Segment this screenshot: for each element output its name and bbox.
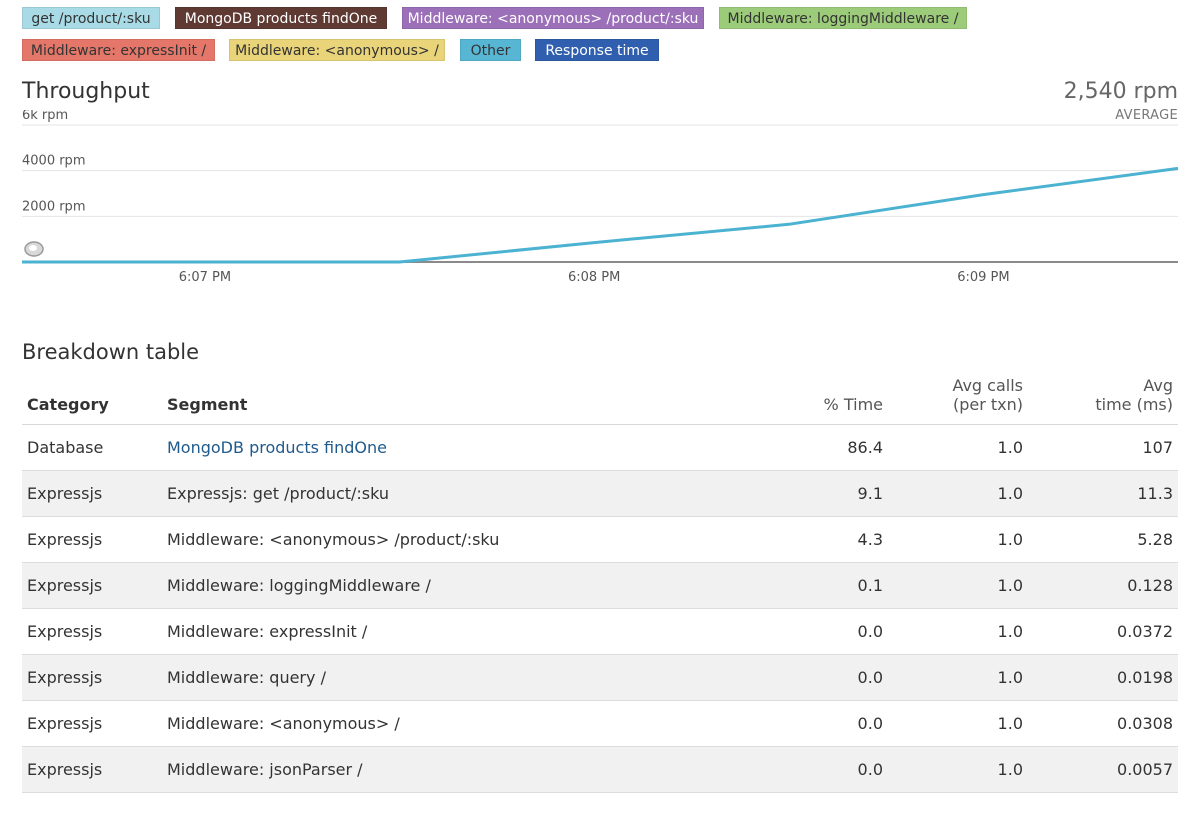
- cell-avg-time: 0.0372: [1028, 608, 1178, 655]
- table-row: Expressjs Middleware: <anonymous> / 0.0 …: [22, 700, 1178, 747]
- cell-avg-time: 0.0198: [1028, 654, 1178, 701]
- cell-avg-time: 11.3: [1028, 470, 1178, 517]
- legend-other[interactable]: Other: [460, 39, 521, 61]
- legend-mongodb-findone[interactable]: MongoDB products findOne: [175, 7, 387, 29]
- x-tick-label: 6:08 PM: [568, 270, 620, 285]
- cell-segment: Middleware: <anonymous> /product/:sku: [162, 516, 748, 563]
- cell-category: Expressjs: [22, 700, 162, 747]
- cell-pct-time: 0.0: [748, 654, 888, 701]
- legend-response-time[interactable]: Response time: [535, 39, 659, 61]
- cell-avg-calls: 1.0: [888, 746, 1028, 793]
- header-label-line1: Avg: [1143, 375, 1173, 395]
- cell-segment: Expressjs: get /product/:sku: [162, 470, 748, 517]
- cell-pct-time: 0.1: [748, 562, 888, 609]
- average-label: AVERAGE: [1115, 108, 1178, 123]
- header-label-line1: Avg calls: [952, 375, 1023, 395]
- y-tick-label: 6k rpm: [22, 110, 68, 123]
- cell-avg-time: 0.128: [1028, 562, 1178, 609]
- legend-label: Middleware: <anonymous> /product/:sku: [407, 11, 699, 27]
- cell-pct-time: 0.0: [748, 746, 888, 793]
- cell-avg-calls: 1.0: [888, 516, 1028, 563]
- table-row: Expressjs Middleware: jsonParser / 0.0 1…: [22, 746, 1178, 793]
- legend-label: Middleware: loggingMiddleware /: [727, 11, 959, 27]
- legend-middleware-anonymous[interactable]: Middleware: <anonymous> /: [229, 39, 445, 61]
- cell-avg-calls: 1.0: [888, 700, 1028, 747]
- legend-middleware-anonymous-product[interactable]: Middleware: <anonymous> /product/:sku: [402, 7, 704, 29]
- legend-get-product-sku[interactable]: get /product/:sku: [22, 7, 160, 29]
- cell-avg-time: 0.0057: [1028, 746, 1178, 793]
- legend-label: Response time: [545, 43, 649, 59]
- table-header-row: Category Segment % Time Avg calls (per tx…: [22, 370, 1178, 425]
- breakdown-table: Category Segment % Time Avg calls (per tx…: [22, 370, 1178, 793]
- table-row: Expressjs Middleware: loggingMiddleware …: [22, 562, 1178, 609]
- column-header-segment[interactable]: Segment: [162, 370, 748, 425]
- cell-avg-calls: 1.0: [888, 608, 1028, 655]
- legend-label: Middleware: expressInit /: [30, 43, 207, 59]
- legend-middleware-logging[interactable]: Middleware: loggingMiddleware /: [719, 7, 967, 29]
- table-row: Expressjs Expressjs: get /product/:sku 9…: [22, 470, 1178, 517]
- series-line: [22, 166, 1179, 264]
- breakdown-title: Breakdown table: [22, 340, 200, 364]
- cell-pct-time: 9.1: [748, 470, 888, 517]
- cell-category: Expressjs: [22, 654, 162, 701]
- cell-pct-time: 86.4: [748, 424, 888, 471]
- segment-link[interactable]: MongoDB products findOne: [167, 437, 387, 457]
- column-header-pct-time[interactable]: % Time: [748, 370, 888, 425]
- spinner-icon-highlight: [29, 245, 37, 251]
- header-label-line2: time (ms): [1095, 394, 1173, 414]
- cell-avg-time: 0.0308: [1028, 700, 1178, 747]
- column-header-avg-time[interactable]: Avg time (ms): [1028, 370, 1178, 425]
- legend-label: Middleware: <anonymous> /: [235, 43, 439, 59]
- cell-segment: MongoDB products findOne: [162, 424, 748, 471]
- cell-avg-calls: 1.0: [888, 424, 1028, 471]
- x-tick-label: 6:07 PM: [179, 270, 231, 285]
- header-label: % Time: [823, 394, 883, 414]
- cell-category: Expressjs: [22, 562, 162, 609]
- cell-segment: Middleware: <anonymous> /: [162, 700, 748, 747]
- cell-avg-time: 107: [1028, 424, 1178, 471]
- header-label-line2: (per txn): [952, 394, 1023, 414]
- chart-title: Throughput: [22, 79, 150, 104]
- column-header-avg-calls[interactable]: Avg calls (per txn): [888, 370, 1028, 425]
- average-value: 2,540 rpm: [1063, 79, 1178, 104]
- header-label: Segment: [167, 394, 248, 414]
- y-tick-label: 2000 rpm: [22, 199, 85, 214]
- cell-category: Expressjs: [22, 746, 162, 793]
- cell-avg-calls: 1.0: [888, 470, 1028, 517]
- legend-label: Other: [470, 43, 511, 59]
- cell-category: Expressjs: [22, 516, 162, 563]
- cell-segment: Middleware: loggingMiddleware /: [162, 562, 748, 609]
- header-label: Category: [27, 394, 109, 414]
- cell-avg-calls: 1.0: [888, 562, 1028, 609]
- column-header-category[interactable]: Category: [22, 370, 162, 425]
- cell-segment: Middleware: jsonParser /: [162, 746, 748, 793]
- table-row: Expressjs Middleware: query / 0.0 1.0 0.…: [22, 654, 1178, 701]
- cell-category: Database: [22, 424, 162, 471]
- throughput-chart[interactable]: 6k rpm 4000 rpm 2000 rpm 6:07 PM 6:08 PM 6:09…: [0, 110, 1200, 290]
- cell-segment: Middleware: query /: [162, 654, 748, 701]
- legend-middleware-expressinit[interactable]: Middleware: expressInit /: [22, 39, 215, 61]
- cell-category: Expressjs: [22, 470, 162, 517]
- legend-label: get /product/:sku: [31, 11, 151, 27]
- cell-category: Expressjs: [22, 608, 162, 655]
- cell-avg-time: 5.28: [1028, 516, 1178, 563]
- legend-label: MongoDB products findOne: [184, 11, 378, 27]
- table-row: Expressjs Middleware: expressInit / 0.0 …: [22, 608, 1178, 655]
- table-row: Database MongoDB products findOne 86.4 1…: [22, 424, 1178, 471]
- cell-pct-time: 4.3: [748, 516, 888, 563]
- cell-segment: Middleware: expressInit /: [162, 608, 748, 655]
- table-row: Expressjs Middleware: <anonymous> /produ…: [22, 516, 1178, 563]
- cell-avg-calls: 1.0: [888, 654, 1028, 701]
- y-tick-label: 4000 rpm: [22, 154, 85, 169]
- cell-pct-time: 0.0: [748, 700, 888, 747]
- x-tick-label: 6:09 PM: [957, 270, 1009, 285]
- cell-pct-time: 0.0: [748, 608, 888, 655]
